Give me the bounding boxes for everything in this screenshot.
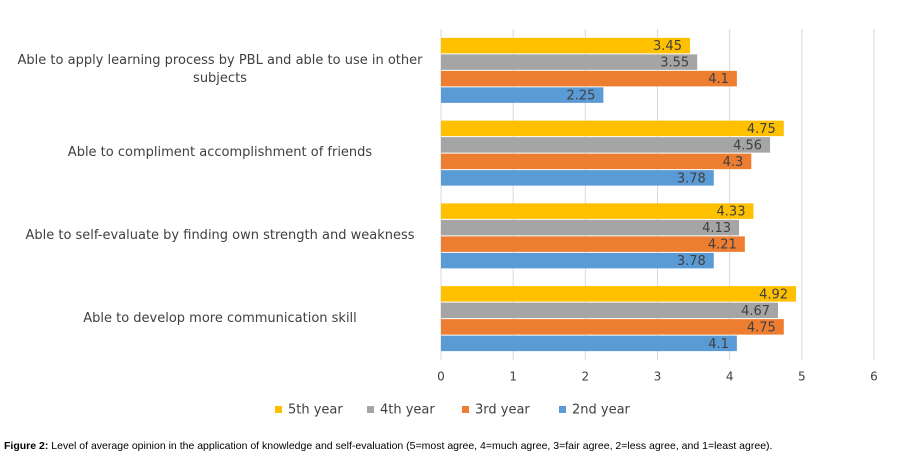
bar bbox=[441, 236, 745, 252]
legend-swatch bbox=[275, 406, 282, 413]
x-tick-label: 6 bbox=[870, 370, 878, 384]
category-label: Able to compliment accomplishment of fri… bbox=[67, 145, 373, 161]
bar bbox=[441, 37, 690, 54]
bar bbox=[441, 170, 714, 186]
legend-label: 2nd year bbox=[572, 403, 631, 418]
value-label: 4.56 bbox=[733, 138, 762, 153]
bar bbox=[441, 319, 784, 335]
bar bbox=[441, 335, 737, 352]
x-tick-label: 4 bbox=[726, 370, 734, 384]
value-label: 4.3 bbox=[723, 155, 744, 170]
legend-swatch bbox=[367, 406, 374, 413]
legend-label: 3rd year bbox=[475, 403, 530, 418]
value-label: 4.33 bbox=[717, 205, 746, 220]
caption: Figure 2: Level of average opinion in th… bbox=[4, 440, 915, 452]
bar bbox=[441, 137, 771, 153]
value-label: 4.1 bbox=[708, 72, 729, 87]
value-label: 4.1 bbox=[708, 337, 729, 352]
category-label: Able to apply learning process by PBL an… bbox=[17, 53, 423, 87]
category-label: Able to develop more communication skill bbox=[83, 310, 357, 326]
caption-text: Level of average opinion in the applicat… bbox=[51, 440, 773, 452]
bar bbox=[441, 252, 714, 269]
legend-label: 4th year bbox=[380, 403, 435, 418]
value-label: 3.55 bbox=[660, 56, 689, 71]
value-label: 4.67 bbox=[741, 304, 770, 319]
value-label: 4.92 bbox=[759, 287, 788, 302]
value-label: 4.13 bbox=[702, 221, 731, 236]
category-label: Able to self-evaluate by finding own str… bbox=[25, 227, 415, 243]
bar bbox=[441, 286, 797, 302]
value-label: 4.75 bbox=[747, 320, 776, 335]
bar bbox=[441, 203, 754, 219]
x-tick-label: 5 bbox=[798, 370, 806, 384]
bar bbox=[441, 87, 604, 103]
value-label: 4.21 bbox=[708, 238, 737, 253]
legend-swatch bbox=[462, 406, 469, 413]
legend-swatch bbox=[559, 406, 566, 413]
bar bbox=[441, 70, 737, 87]
legend-label: 5th year bbox=[288, 403, 343, 418]
caption-label: Figure 2: bbox=[4, 440, 49, 452]
bar bbox=[441, 153, 752, 170]
value-label: 3.45 bbox=[653, 39, 682, 54]
bar bbox=[441, 54, 698, 70]
value-label: 3.78 bbox=[677, 171, 706, 186]
x-tick-label: 0 bbox=[437, 370, 445, 384]
x-tick-label: 2 bbox=[582, 370, 590, 384]
bar bbox=[441, 302, 779, 319]
bar bbox=[441, 120, 784, 137]
x-tick-label: 3 bbox=[654, 370, 662, 384]
bar bbox=[441, 219, 740, 236]
value-label: 3.78 bbox=[677, 254, 706, 269]
x-tick-label: 1 bbox=[509, 370, 517, 384]
value-label: 4.75 bbox=[747, 122, 776, 137]
value-label: 2.25 bbox=[566, 89, 595, 104]
